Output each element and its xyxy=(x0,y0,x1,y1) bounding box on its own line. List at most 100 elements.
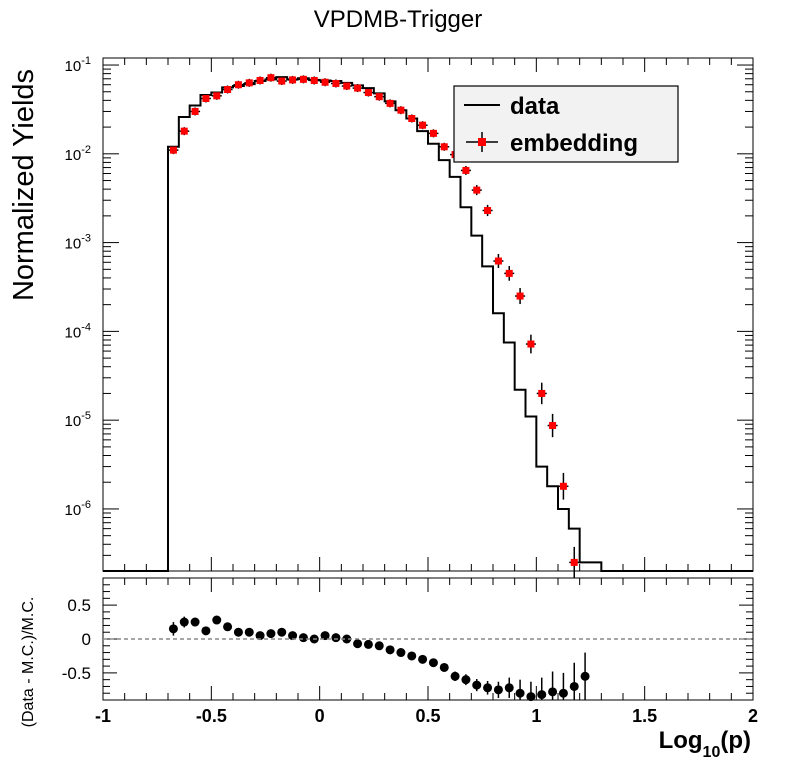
ratio-marker xyxy=(569,681,579,691)
embedding-point xyxy=(363,88,374,97)
ratio-point xyxy=(353,639,363,649)
embedding-marker xyxy=(527,340,535,348)
y-tick-exp: -6 xyxy=(81,499,91,511)
ratio-marker xyxy=(396,648,406,658)
embedding-point xyxy=(493,254,504,269)
embedding-marker xyxy=(408,114,416,122)
embedding-marker xyxy=(397,106,405,114)
ratio-marker xyxy=(212,615,222,625)
y-tick-base: 10 xyxy=(65,236,82,253)
embedding-marker xyxy=(256,76,264,84)
embedding-marker xyxy=(505,269,513,277)
ratio-marker xyxy=(450,671,460,681)
embedding-marker xyxy=(321,78,329,86)
x-tick-label: 0.5 xyxy=(415,706,440,726)
embedding-marker xyxy=(538,389,546,397)
embedding-point xyxy=(179,127,190,136)
embedding-marker xyxy=(484,206,492,214)
y-tick-exp: -1 xyxy=(81,55,91,67)
ratio-y-tick-label: 0 xyxy=(82,630,91,649)
ratio-point xyxy=(244,627,254,637)
embedding-point xyxy=(395,106,406,115)
embedding-marker xyxy=(267,74,275,82)
embedding-point xyxy=(309,76,320,85)
y-tick-label: 10-4 xyxy=(65,321,91,341)
ratio-marker xyxy=(493,685,503,695)
ratio-marker xyxy=(331,633,341,643)
x-tick-label: -1 xyxy=(95,706,111,726)
ratio-marker xyxy=(374,641,384,651)
ratio-point xyxy=(439,662,449,672)
ratio-marker xyxy=(472,680,482,690)
ratio-marker xyxy=(439,662,449,672)
ratio-marker xyxy=(504,683,514,693)
ratio-marker xyxy=(179,617,189,627)
ratio-marker xyxy=(277,627,287,637)
embedding-point xyxy=(536,382,547,405)
ratio-marker xyxy=(320,631,330,641)
embedding-point xyxy=(482,204,493,217)
embedding-point xyxy=(406,114,417,123)
ratio-marker xyxy=(266,629,276,639)
x-tick-label: -0.5 xyxy=(196,706,227,726)
y-axis-label: Normalized Yields xyxy=(8,69,40,301)
embedding-marker xyxy=(473,186,481,194)
x-tick-label: 0 xyxy=(315,706,325,726)
y-tick-label: 10-1 xyxy=(65,55,91,75)
ratio-point xyxy=(558,672,568,700)
embedding-marker xyxy=(310,76,318,84)
ratio-marker xyxy=(483,683,493,693)
ratio-marker xyxy=(233,627,243,637)
ratio-point xyxy=(266,629,276,639)
ratio-point xyxy=(569,662,579,700)
ratio-marker xyxy=(558,688,568,698)
data-histogram-line xyxy=(103,76,753,572)
embedding-marker xyxy=(332,79,340,87)
embedding-point xyxy=(320,78,331,87)
ratio-point xyxy=(493,681,503,698)
ratio-point xyxy=(179,616,189,628)
x-tick-label: 2 xyxy=(748,706,758,726)
ratio-marker xyxy=(342,634,352,644)
ratio-point xyxy=(548,671,558,700)
y-tick-base: 10 xyxy=(65,324,82,341)
embedding-point xyxy=(439,142,450,151)
x-tick-label: 1.5 xyxy=(632,706,657,726)
ratio-point xyxy=(255,631,265,641)
ratio-point xyxy=(168,622,178,636)
ratio-marker xyxy=(526,692,536,702)
x-axis-label-tail: (p) xyxy=(720,727,751,754)
embedding-marker xyxy=(289,76,297,84)
ratio-point xyxy=(407,651,417,661)
embedding-marker xyxy=(419,121,427,129)
embedding-point xyxy=(471,185,482,196)
ratio-point xyxy=(298,633,308,643)
embedding-point xyxy=(255,76,266,85)
embedding-marker xyxy=(343,82,351,90)
embedding-point xyxy=(547,413,558,438)
embedding-point xyxy=(525,334,536,354)
embedding-point xyxy=(330,79,341,88)
embedding-point xyxy=(558,472,569,500)
ratio-marker xyxy=(223,622,233,632)
ratio-marker xyxy=(418,654,428,664)
embedding-marker xyxy=(180,127,188,135)
ratio-point xyxy=(201,626,211,636)
ratio-y-tick-label: 0.5 xyxy=(67,596,91,615)
embedding-point xyxy=(515,288,526,305)
embedding-point xyxy=(341,82,352,91)
y-tick-exp: -4 xyxy=(81,321,91,333)
ratio-marker xyxy=(385,645,395,655)
embedding-point xyxy=(352,84,363,93)
ratio-point xyxy=(504,677,514,698)
y-tick-base: 10 xyxy=(65,502,82,519)
ratio-point xyxy=(288,631,298,641)
ratio-point xyxy=(428,658,438,668)
ratio-point xyxy=(472,678,482,692)
embedding-marker xyxy=(386,99,394,107)
x-axis-label: Log10(p) xyxy=(659,727,751,761)
ratio-point xyxy=(363,639,373,649)
embedding-point xyxy=(417,121,428,130)
embedding-point xyxy=(233,80,244,89)
